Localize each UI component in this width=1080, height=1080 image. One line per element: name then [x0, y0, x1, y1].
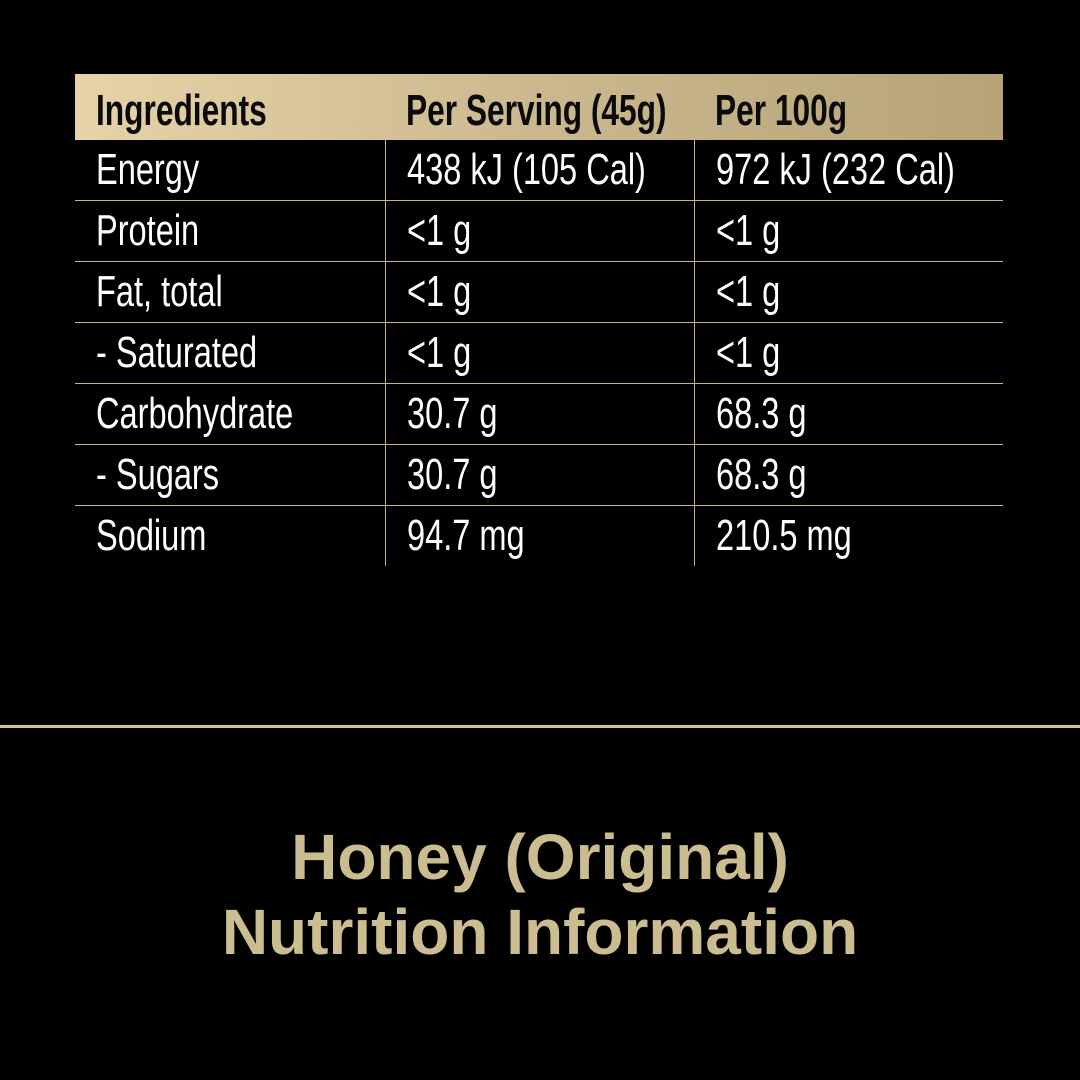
table-cell: Fat, total: [75, 262, 385, 322]
table-cell: 94.7 mg: [385, 506, 694, 566]
table-cell: 68.3 g: [694, 445, 1003, 505]
table-row: Fat, total <1 g <1 g: [75, 262, 1003, 323]
cell-text: 68.3 g: [716, 389, 807, 438]
table-cell: 438 kJ (105 Cal): [385, 140, 694, 200]
table-cell: <1 g: [385, 201, 694, 261]
nutrition-table: Ingredients Per Serving (45g) Per 100g E…: [75, 74, 1003, 566]
cell-text: - Sugars: [96, 450, 220, 499]
header-per-serving: Per Serving (45g): [406, 86, 667, 135]
cell-text: 210.5 mg: [716, 511, 852, 560]
table-cell: 30.7 g: [385, 445, 694, 505]
cell-text: Carbohydrate: [96, 389, 294, 438]
table-row: - Sugars 30.7 g 68.3 g: [75, 445, 1003, 506]
table-cell: Carbohydrate: [75, 384, 385, 444]
table-cell: <1 g: [694, 323, 1003, 383]
table-cell: <1 g: [385, 323, 694, 383]
cell-text: Protein: [96, 206, 200, 255]
table-cell: <1 g: [385, 262, 694, 322]
cell-text: <1 g: [407, 267, 472, 316]
title-line-1: Honey (Original): [291, 821, 789, 893]
header-cell: Ingredients: [75, 74, 385, 140]
table-cell: 30.7 g: [385, 384, 694, 444]
table-cell: Protein: [75, 201, 385, 261]
cell-text: <1 g: [716, 267, 781, 316]
cell-text: 30.7 g: [407, 450, 498, 499]
cell-text: 972 kJ (232 Cal): [716, 145, 955, 194]
cell-text: Energy: [96, 145, 200, 194]
cell-text: 30.7 g: [407, 389, 498, 438]
table-body: Energy 438 kJ (105 Cal) 972 kJ (232 Cal) Pr…: [75, 140, 1003, 566]
cell-text: Sodium: [96, 511, 207, 560]
header-per-100g: Per 100g: [715, 86, 848, 135]
table-row: Energy 438 kJ (105 Cal) 972 kJ (232 Cal): [75, 140, 1003, 201]
cell-text: <1 g: [716, 328, 781, 377]
title-line-2: Nutrition Information: [221, 896, 859, 968]
table-row: Carbohydrate 30.7 g 68.3 g: [75, 384, 1003, 445]
table-cell: - Saturated: [75, 323, 385, 383]
cell-text: Fat, total: [96, 267, 223, 316]
table-cell: 210.5 mg: [694, 506, 1003, 566]
table-row: Sodium 94.7 mg 210.5 mg: [75, 506, 1003, 566]
divider: [0, 725, 1080, 728]
cell-text: - Saturated: [96, 328, 258, 377]
table-row: - Saturated <1 g <1 g: [75, 323, 1003, 384]
cell-text: 94.7 mg: [407, 511, 525, 560]
table-row: Protein <1 g <1 g: [75, 201, 1003, 262]
header-cell: Per Serving (45g): [385, 74, 694, 140]
table-cell: 972 kJ (232 Cal): [694, 140, 1003, 200]
cell-text: <1 g: [716, 206, 781, 255]
cell-text: 438 kJ (105 Cal): [407, 145, 646, 194]
cell-text: <1 g: [407, 328, 472, 377]
cell-text: <1 g: [407, 206, 472, 255]
table-cell: <1 g: [694, 201, 1003, 261]
table-header: Ingredients Per Serving (45g) Per 100g: [75, 74, 1003, 140]
table-cell: <1 g: [694, 262, 1003, 322]
table-cell: Sodium: [75, 506, 385, 566]
table-cell: - Sugars: [75, 445, 385, 505]
table-cell: 68.3 g: [694, 384, 1003, 444]
header-cell: Per 100g: [694, 74, 1003, 140]
cell-text: 68.3 g: [716, 450, 807, 499]
header-ingredients: Ingredients: [96, 86, 267, 135]
table-cell: Energy: [75, 140, 385, 200]
